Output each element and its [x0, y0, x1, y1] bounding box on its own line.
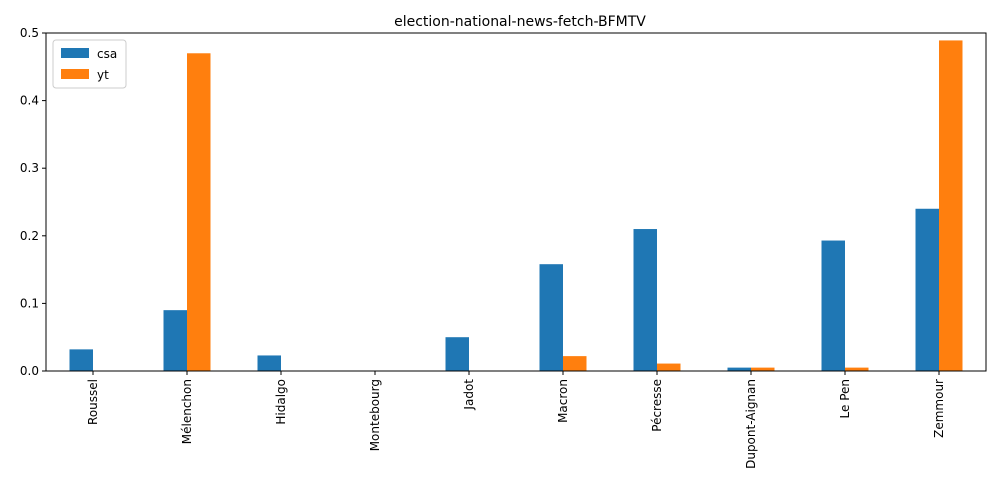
- y-axis: 0.0 0.1 0.2 0.3 0.4 0.5: [20, 26, 46, 378]
- y-tick-label: 0.3: [20, 161, 39, 175]
- x-tick-label: Macron: [556, 379, 570, 423]
- legend-swatch-csa: [61, 48, 89, 58]
- y-tick-label: 0.1: [20, 296, 39, 310]
- bar-yt: [657, 363, 681, 371]
- bar-yt: [845, 367, 869, 371]
- legend: csa yt: [52, 39, 127, 89]
- x-tick-label: Jadot: [462, 379, 476, 411]
- bar-csa: [69, 349, 93, 371]
- bar-yt: [187, 53, 211, 371]
- x-tick-label: Zemmour: [932, 379, 946, 438]
- x-tick-label: Hidalgo: [274, 379, 288, 425]
- bar-yt: [563, 356, 587, 371]
- legend-label-yt: yt: [97, 68, 109, 82]
- x-tick-label: Roussel: [86, 379, 100, 425]
- bar-csa: [727, 367, 751, 371]
- y-tick-label: 0.2: [20, 229, 39, 243]
- y-tick-label: 0.0: [20, 364, 39, 378]
- legend-label-csa: csa: [97, 47, 117, 61]
- plot-frame: [45, 32, 987, 372]
- chart-title: election-national-news-fetch-BFMTV: [394, 14, 646, 30]
- bar-csa: [821, 240, 845, 371]
- bar-csa: [633, 229, 657, 371]
- legend-swatch-yt: [61, 69, 89, 79]
- x-tick-label: Le Pen: [838, 379, 852, 418]
- bar-yt: [751, 367, 775, 371]
- bar-csa: [915, 208, 939, 371]
- x-axis: Roussel Mélenchon Hidalgo Montebourg Jadot Ma…: [86, 371, 946, 469]
- bar-csa: [539, 264, 563, 371]
- bar-csa: [257, 355, 281, 371]
- y-tick-label: 0.4: [20, 94, 39, 108]
- bars-group: [69, 40, 963, 371]
- y-tick-label: 0.5: [20, 26, 39, 40]
- bar-csa: [163, 310, 187, 371]
- x-tick-label: Montebourg: [368, 379, 382, 451]
- x-tick-label: Mélenchon: [180, 379, 194, 444]
- x-tick-label: Dupont-Aignan: [744, 379, 758, 469]
- bar-csa: [445, 337, 469, 371]
- x-tick-label: Pécresse: [650, 379, 664, 432]
- bar-yt: [939, 40, 963, 371]
